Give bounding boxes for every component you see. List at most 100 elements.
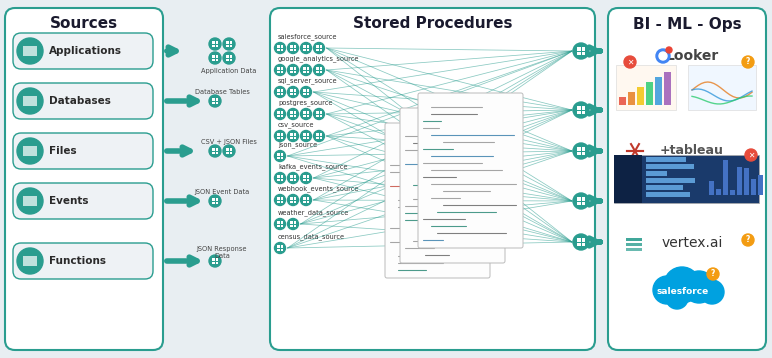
Bar [215,41,218,44]
Bar [577,111,581,114]
Bar [215,151,218,154]
Bar [306,90,309,92]
Bar [280,179,283,180]
Text: Sources: Sources [50,16,118,32]
Bar [23,146,37,156]
Text: weather_data_source: weather_data_source [278,210,350,216]
Text: Files: Files [49,146,76,156]
Text: Applications: Applications [49,46,122,56]
Bar [212,198,215,200]
Text: google_analytics_source: google_analytics_source [278,55,360,62]
Bar [626,243,642,246]
Bar [229,44,232,47]
Bar [581,238,585,242]
Text: +tableau: +tableau [660,145,724,158]
Bar [581,52,585,55]
Bar [277,222,279,223]
Circle shape [300,43,311,53]
Bar [581,151,585,155]
Text: vertex.ai: vertex.ai [662,236,723,250]
Bar [293,45,296,48]
FancyBboxPatch shape [13,133,153,169]
Bar [306,45,309,48]
Bar [293,111,296,113]
Bar [628,92,635,105]
Circle shape [209,195,221,207]
Bar [290,198,293,199]
Bar [280,175,283,178]
Bar [212,58,215,61]
Circle shape [275,43,286,53]
Circle shape [287,173,299,184]
Bar [303,179,306,180]
Bar [23,196,37,206]
Bar [290,175,293,178]
Bar [646,171,667,176]
FancyBboxPatch shape [13,83,153,119]
Bar [290,111,293,113]
Bar [317,134,319,135]
Circle shape [287,218,299,229]
Bar [303,134,306,135]
Bar [277,224,279,227]
Bar [226,148,229,150]
FancyBboxPatch shape [608,8,766,350]
Circle shape [209,95,221,107]
Bar [581,111,585,114]
Bar [293,90,296,92]
Bar [646,192,689,197]
Bar [277,67,279,69]
Bar [212,55,215,58]
Circle shape [17,248,43,274]
Bar [646,82,653,105]
Bar [290,45,293,48]
Bar [317,115,319,116]
Circle shape [707,268,719,280]
Bar [320,136,321,139]
Circle shape [300,131,311,141]
Bar [306,175,309,178]
Bar [290,67,293,69]
Bar [619,97,626,105]
Bar [280,48,283,50]
Bar [306,198,309,199]
Bar [577,106,581,110]
Bar [303,48,306,50]
FancyBboxPatch shape [270,8,595,350]
Bar [226,44,229,47]
Circle shape [287,131,299,141]
Bar [293,224,296,227]
Bar [306,67,309,69]
Bar [280,222,283,223]
Bar [215,58,218,61]
Bar [290,136,293,139]
Text: CSV + JSON Files: CSV + JSON Files [201,139,257,145]
Bar [212,41,215,44]
Bar [317,45,319,48]
Bar [215,98,218,101]
Bar [280,45,283,48]
Bar [215,102,218,104]
Text: census_data_source: census_data_source [278,234,345,240]
Circle shape [700,280,724,304]
Bar [280,246,283,247]
Bar [23,46,37,56]
Bar [317,71,319,73]
Circle shape [624,56,636,68]
Bar [23,96,37,106]
Bar [293,134,296,135]
Bar [280,111,283,113]
Circle shape [209,145,221,157]
Circle shape [287,108,299,120]
Bar [293,92,296,95]
Bar [581,106,585,110]
Circle shape [745,149,757,161]
Bar [280,198,283,199]
Text: Databases: Databases [49,96,111,106]
Bar [215,258,218,261]
Bar [646,178,695,183]
Bar [303,71,306,73]
Text: ✕: ✕ [748,150,754,160]
Bar [215,198,218,200]
Bar [290,90,293,92]
